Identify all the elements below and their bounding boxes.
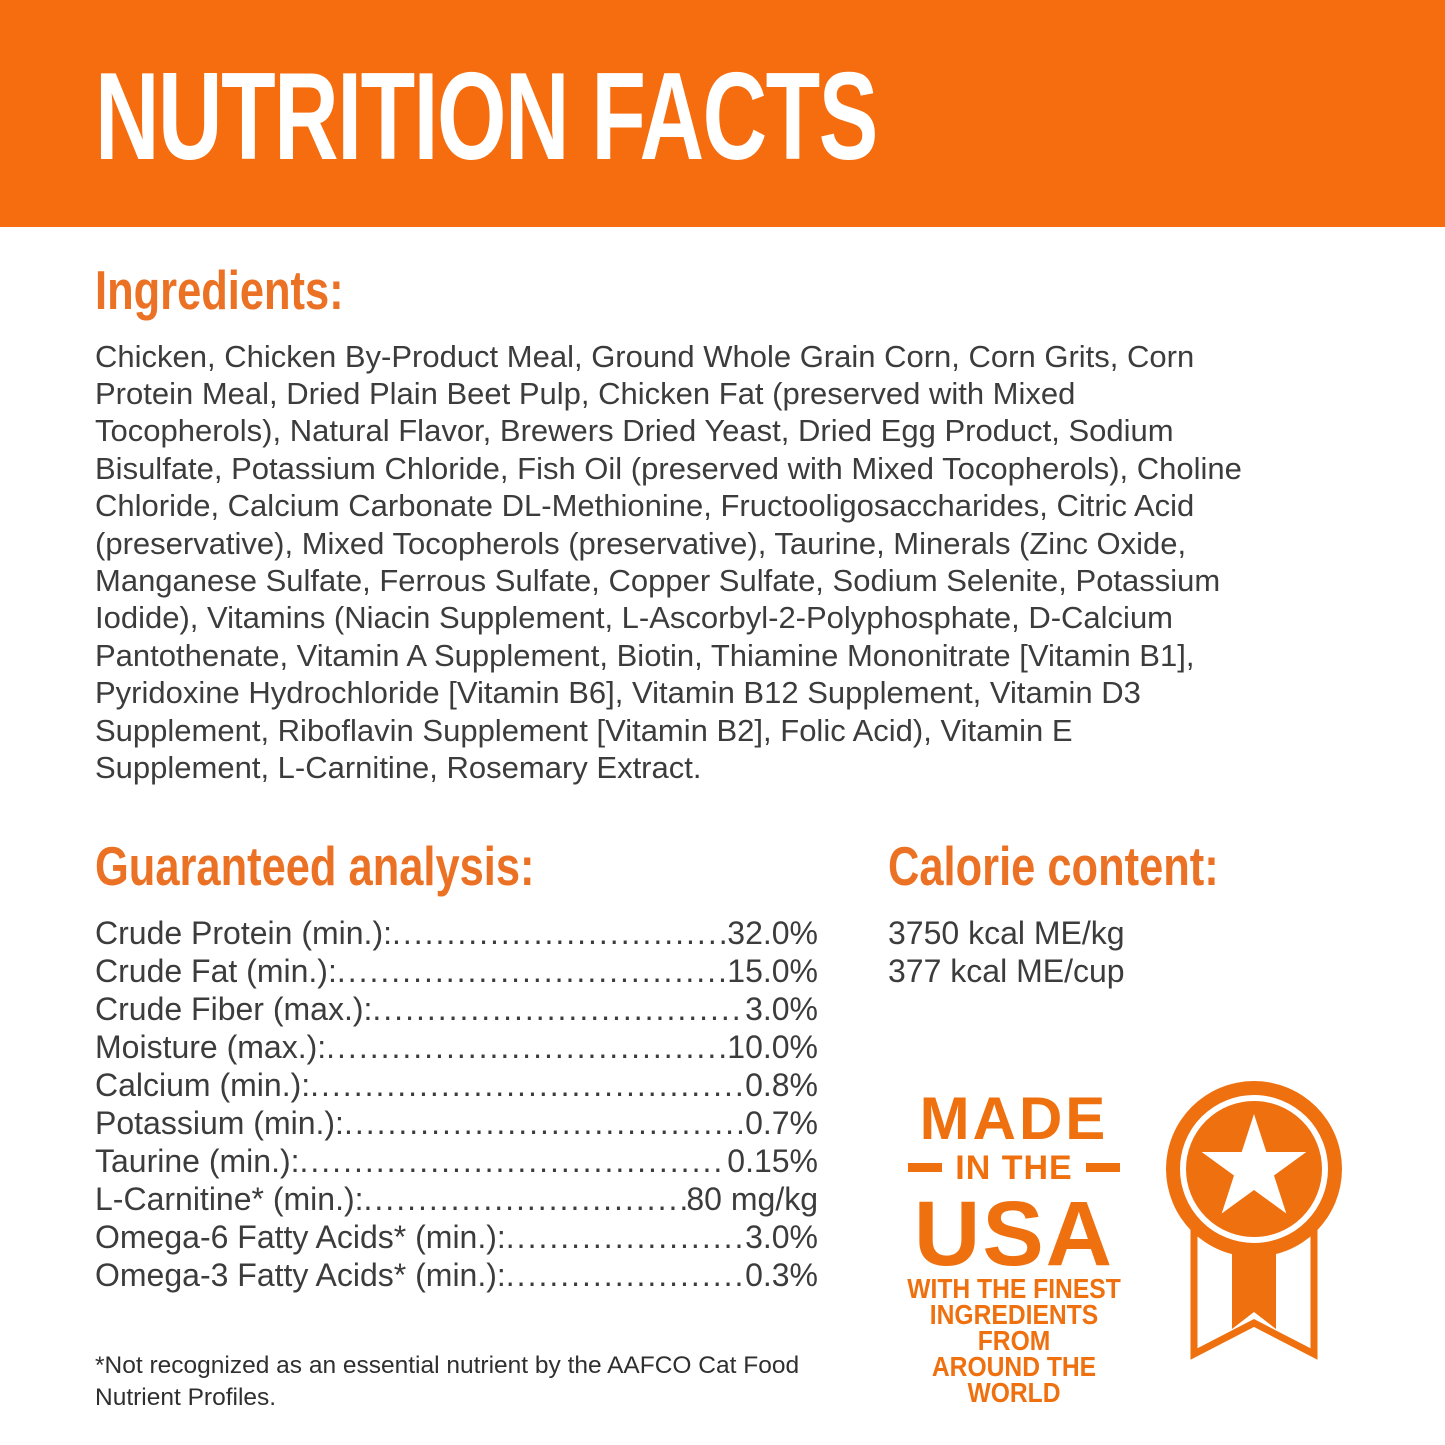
analysis-label: Omega-6 Fatty Acids* (min.): [95, 1218, 506, 1255]
calorie-section: Calorie content: 3750 kcal ME/kg 377 kca… [888, 836, 1360, 1406]
analysis-label: Moisture (max.): [95, 1028, 327, 1065]
usa-line: USA [913, 1182, 1115, 1285]
analysis-value: 0.8% [745, 1066, 818, 1103]
label-content: Ingredients: Chicken, Chicken By-Product… [0, 260, 1445, 1414]
leader-dots [392, 914, 727, 952]
in-the-text: IN THE [955, 1148, 1073, 1187]
analysis-label: Calcium (min.): [95, 1066, 311, 1103]
analysis-label: Crude Fiber (max.): [95, 990, 373, 1027]
calorie-values: 3750 kcal ME/kg 377 kcal ME/cup [888, 914, 1360, 990]
made-in-usa-block: MADE IN THE USA WITH THE FINEST INGREDIE… [888, 1080, 1360, 1408]
analysis-row: Omega-3 Fatty Acids* (min.): 0.3% [95, 1256, 818, 1294]
analysis-row: Crude Protein (min.): 32.0% [95, 914, 818, 952]
leader-dots [372, 990, 745, 1028]
star-icon [1201, 1113, 1307, 1214]
analysis-row: Crude Fiber (max.): 3.0% [95, 990, 818, 1028]
leader-dots [310, 1066, 745, 1104]
analysis-label: Crude Fat (min.): [95, 952, 337, 989]
analysis-value: 15.0% [727, 952, 818, 989]
analysis-row: Potassium (min.): 0.7% [95, 1104, 818, 1142]
leader-dots [300, 1142, 728, 1180]
analysis-row: L-Carnitine* (min.): 80 mg/kg [95, 1180, 818, 1218]
leader-dots [344, 1104, 745, 1142]
analysis-row: Crude Fat (min.): 15.0% [95, 952, 818, 990]
leader-dots [364, 1180, 687, 1218]
bottom-columns: Guaranteed analysis: Crude Protein (min.… [95, 836, 1360, 1414]
made-line: MADE [919, 1084, 1109, 1152]
calorie-content-heading: Calorie content: [888, 835, 1219, 898]
header-banner: NUTRITION FACTS [0, 0, 1445, 227]
analysis-label: Omega-3 Fatty Acids* (min.): [95, 1256, 506, 1293]
aafco-footnote: *Not recognized as an essential nutrient… [95, 1351, 800, 1411]
in-the-line: IN THE [888, 1150, 1140, 1186]
leader-dots [326, 1028, 727, 1066]
analysis-label: Taurine (min.): [95, 1142, 300, 1179]
analysis-value: 3.0% [745, 1218, 818, 1255]
analysis-row: Calcium (min.): 0.8% [95, 1066, 818, 1104]
star-ribbon-badge-icon [1166, 1080, 1342, 1360]
guaranteed-analysis-heading: Guaranteed analysis: [95, 835, 535, 898]
analysis-label: Potassium (min.): [95, 1104, 344, 1141]
ingredients-heading: Ingredients: [95, 259, 344, 321]
analysis-row: Taurine (min.): 0.15% [95, 1142, 818, 1180]
page-title: NUTRITION FACTS [95, 47, 878, 186]
analysis-value: 0.3% [745, 1256, 818, 1293]
guaranteed-analysis-section: Guaranteed analysis: Crude Protein (min.… [95, 836, 818, 1414]
analysis-value: 80 mg/kg [686, 1180, 818, 1217]
analysis-row: Omega-6 Fatty Acids* (min.): 3.0% [95, 1218, 818, 1256]
analysis-label: L-Carnitine* (min.): [95, 1180, 364, 1217]
analysis-value: 0.7% [745, 1104, 818, 1141]
leader-dots [506, 1218, 745, 1256]
ingredients-text: Chicken, Chicken By-Product Meal, Ground… [95, 338, 1242, 785]
dash-bar-left [908, 1163, 943, 1173]
analysis-value: 3.0% [745, 990, 818, 1027]
medal-ring [1180, 1094, 1328, 1243]
leader-dots [337, 952, 727, 990]
made-in-usa-logo: MADE IN THE USA WITH THE FINEST INGREDIE… [888, 1084, 1140, 1408]
analysis-row: Moisture (max.): 10.0% [95, 1028, 818, 1066]
calorie-per-kg: 3750 kcal ME/kg [888, 914, 1125, 951]
analysis-value: 0.15% [727, 1142, 818, 1179]
guaranteed-analysis-table: Crude Protein (min.): 32.0% Crude Fat (m… [95, 914, 818, 1294]
analysis-value: 10.0% [727, 1028, 818, 1065]
dash-bar-right [1085, 1163, 1120, 1173]
analysis-value: 32.0% [727, 914, 818, 951]
calorie-per-cup: 377 kcal ME/cup [888, 952, 1125, 989]
analysis-label: Crude Protein (min.): [95, 914, 392, 951]
leader-dots [506, 1256, 745, 1294]
usa-tagline: WITH THE FINEST INGREDIENTS FROM AROUND … [907, 1272, 1121, 1408]
